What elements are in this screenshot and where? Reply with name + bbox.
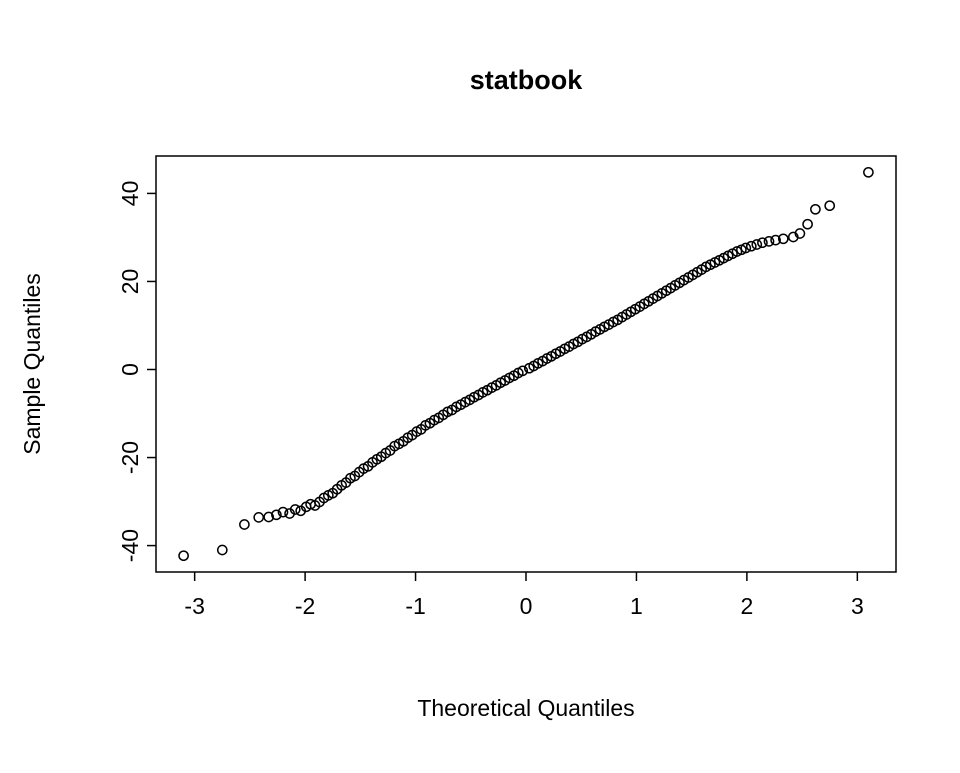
data-point <box>802 218 813 230</box>
x-tick-label: 0 <box>520 593 533 619</box>
data-point <box>745 240 757 252</box>
data-point <box>239 519 250 530</box>
data-point <box>770 234 781 246</box>
data-point <box>794 228 806 239</box>
y-axis-ticks: -40 -20 0 20 40 <box>117 181 156 562</box>
data-point <box>810 203 821 215</box>
y-tick-label: -20 <box>117 441 143 474</box>
data-points <box>178 166 874 562</box>
x-tick-label: -2 <box>295 593 315 619</box>
data-point <box>751 239 763 250</box>
y-tick-label: 40 <box>117 181 143 207</box>
data-point <box>863 166 874 178</box>
y-tick-label: -40 <box>117 529 143 562</box>
x-tick-label: 2 <box>740 593 753 619</box>
y-tick-label: 20 <box>117 269 143 295</box>
chart-title: statbook <box>470 65 583 95</box>
data-point <box>740 242 752 254</box>
data-point <box>271 509 282 521</box>
data-point <box>216 544 228 556</box>
data-point <box>517 365 529 377</box>
data-point <box>824 200 836 212</box>
data-point <box>277 506 289 518</box>
data-point <box>289 504 301 515</box>
data-point <box>777 233 789 245</box>
x-tick-label: -3 <box>184 593 204 619</box>
x-axis-ticks: -3 -2 -1 0 1 2 3 <box>184 572 864 619</box>
x-tick-label: 1 <box>630 593 643 619</box>
x-tick-label: 3 <box>851 593 864 619</box>
data-point <box>178 550 189 562</box>
y-axis-label: Sample Quantiles <box>19 273 45 455</box>
y-tick-label: 0 <box>117 363 143 376</box>
x-axis-label: Theoretical Quantiles <box>417 695 634 721</box>
x-tick-label: -1 <box>405 593 425 619</box>
data-point <box>763 236 775 247</box>
data-point <box>263 511 275 523</box>
data-point <box>757 237 768 249</box>
data-point <box>253 512 265 523</box>
